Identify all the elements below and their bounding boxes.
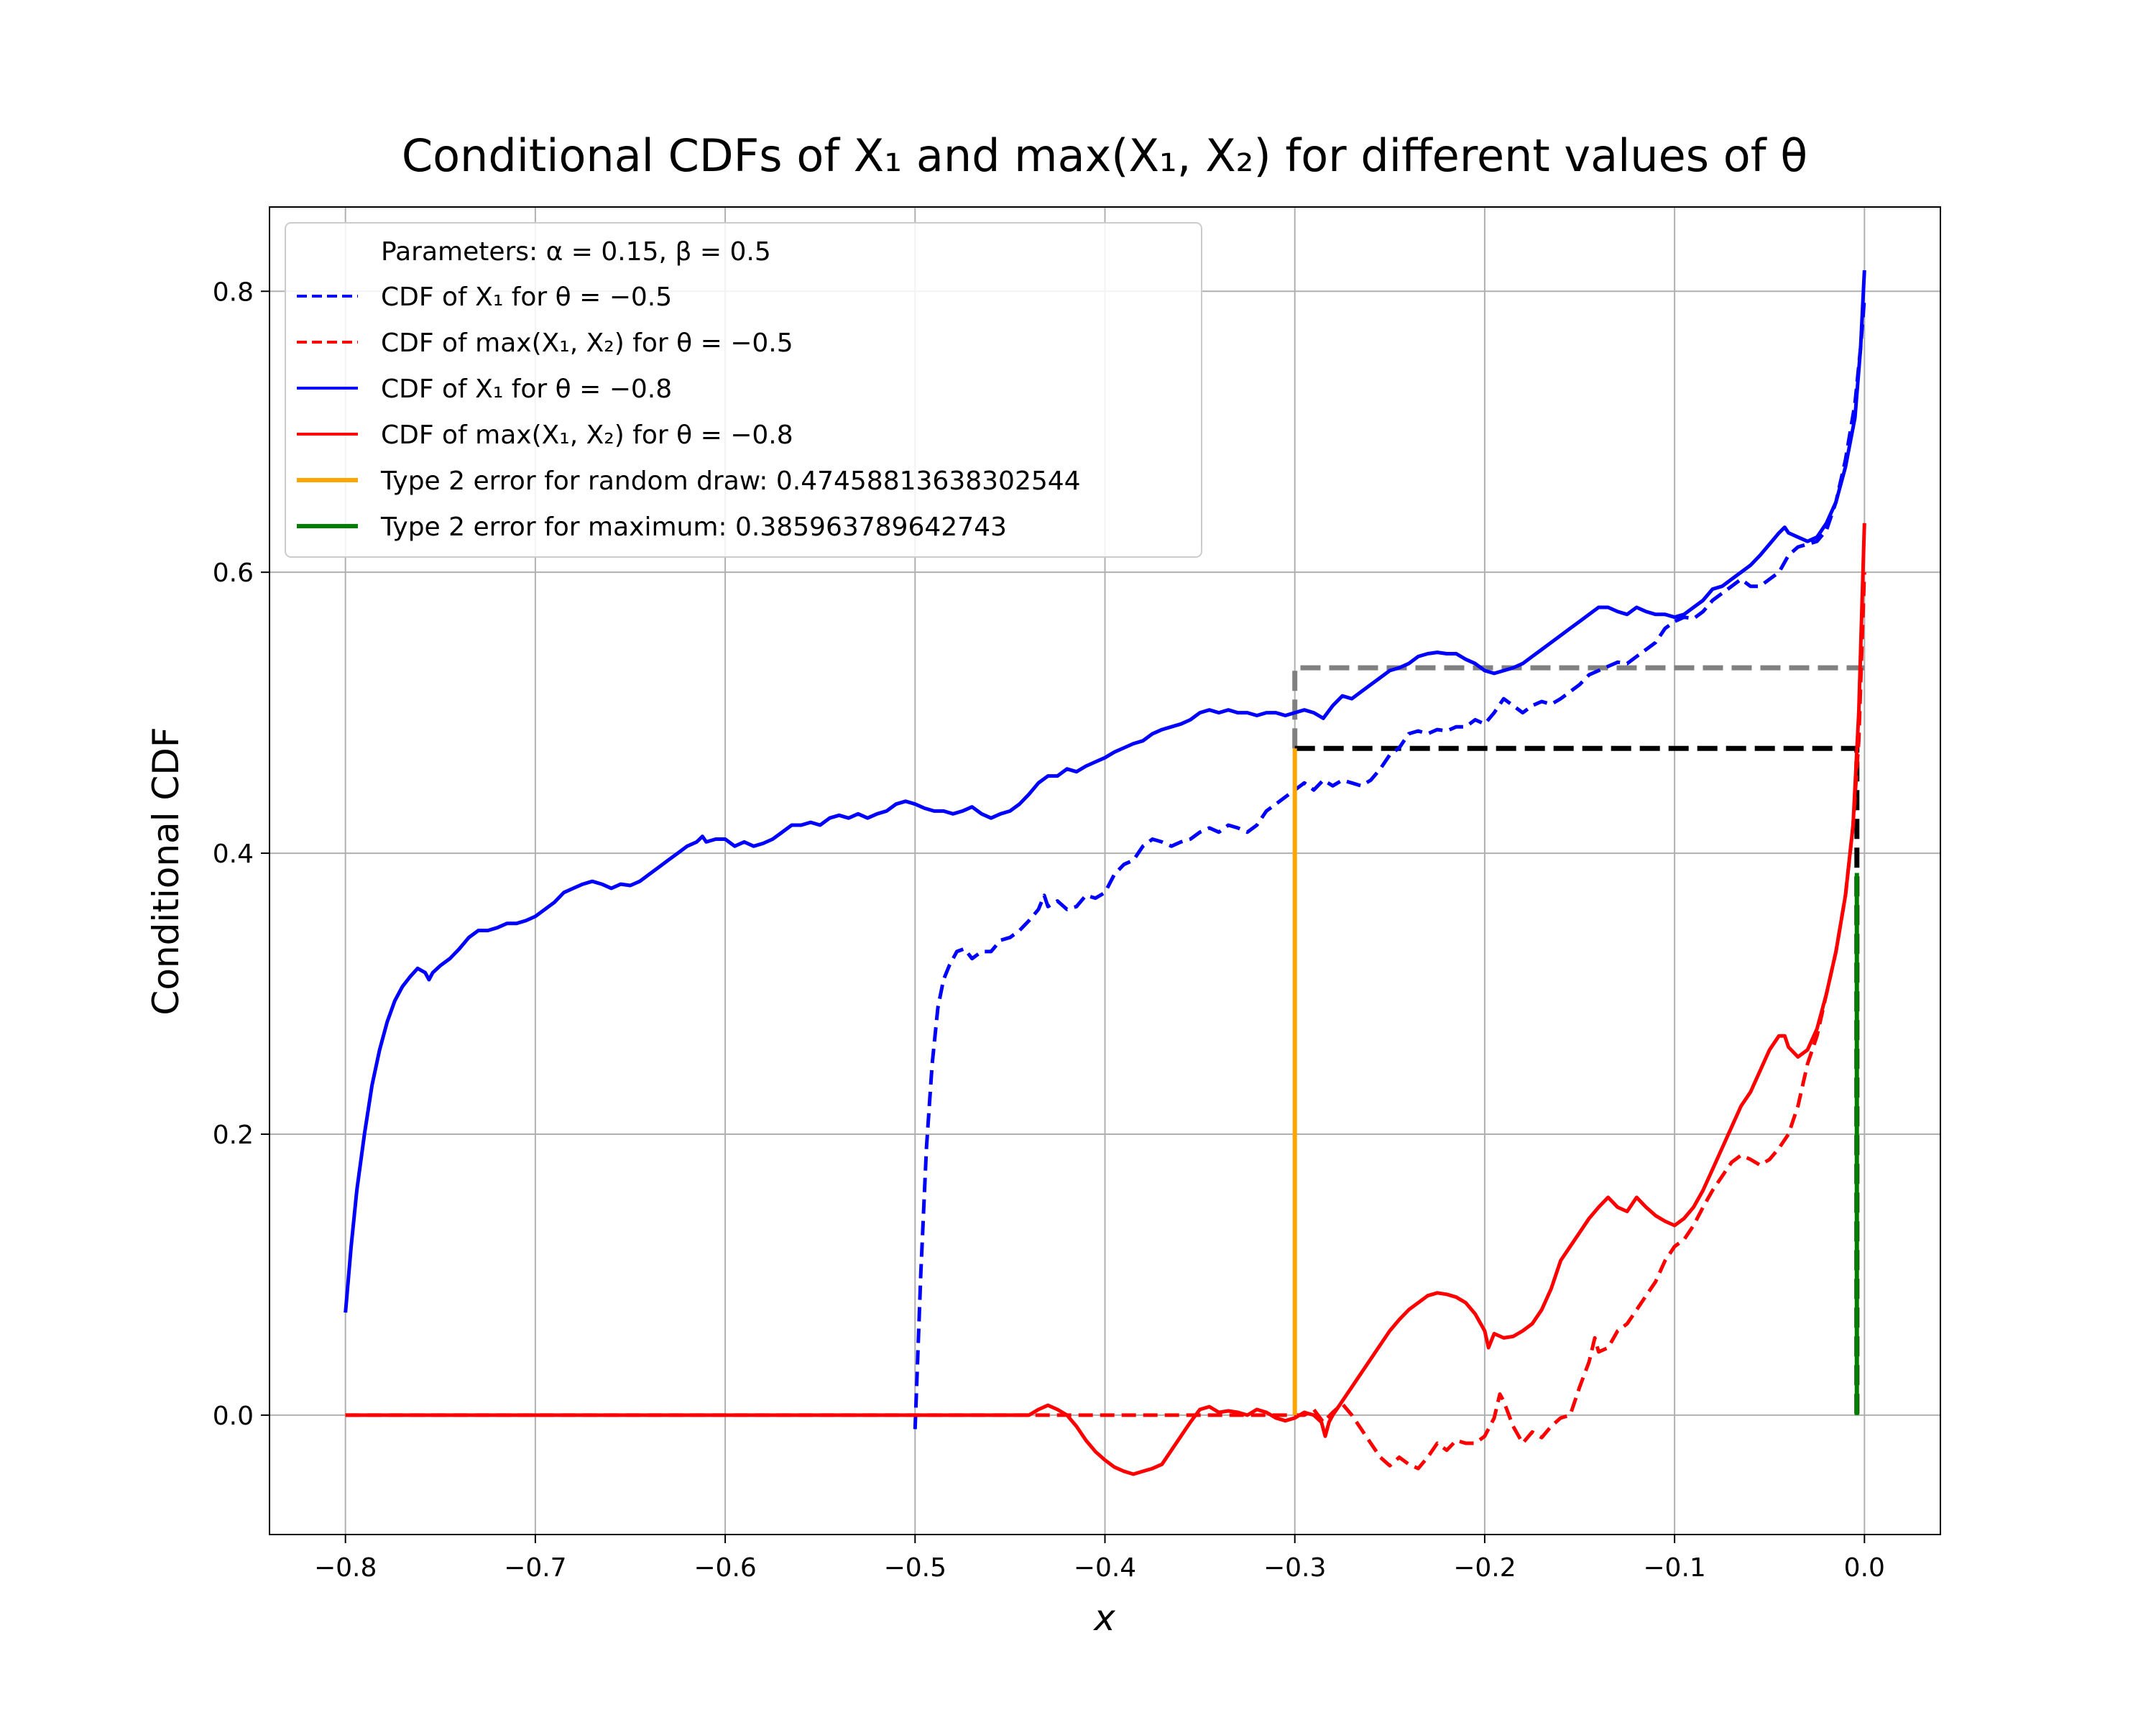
legend: Parameters: α = 0.15, β = 0.5 CDF of X₁ … — [285, 222, 1202, 558]
series-line-cdf-of-x-for-0-8 — [344, 270, 1866, 1313]
y-tick-label: 0.6 — [213, 558, 254, 588]
series-line-cdf-of-max-x-x-for-0-5 — [345, 572, 1866, 1471]
series-line-cdf-of-x-for-0-5 — [913, 298, 1866, 1430]
y-tick-label: 0.8 — [213, 277, 254, 307]
legend-box — [285, 222, 1202, 558]
legend-label-x1-theta-neg-0-5: CDF of X₁ for θ = −0.5 — [381, 282, 672, 312]
x-tick-label: −0.4 — [1074, 1553, 1136, 1583]
legend-label-type2-random: Type 2 error for random draw: 0.47458813… — [380, 466, 1081, 496]
x-tick-label: 0.0 — [1844, 1553, 1885, 1583]
guide-line-0 — [1292, 665, 1865, 749]
y-tick-label: 0.0 — [213, 1402, 254, 1431]
y-axis-label: Conditional CDF — [145, 727, 187, 1015]
x-tick-label: −0.6 — [694, 1553, 756, 1583]
x-axis-ticks: −0.8 −0.7 −0.6 −0.5 −0.4 −0.3 −0.2 −0.1 0.0 — [314, 1535, 1885, 1583]
y-tick-label: 0.2 — [213, 1121, 254, 1150]
x-tick-label: −0.5 — [884, 1553, 946, 1583]
x-tick-label: −0.3 — [1263, 1553, 1326, 1583]
x-axis-label: x — [1092, 1597, 1115, 1639]
y-axis-ticks: 0.0 0.2 0.4 0.6 0.8 — [213, 277, 270, 1431]
series-layer — [344, 270, 1866, 1476]
x-tick-label: −0.7 — [504, 1553, 566, 1583]
legend-header: Parameters: α = 0.15, β = 0.5 — [381, 237, 771, 267]
legend-label-max-theta-neg-0-5: CDF of max(X₁, X₂) for θ = −0.5 — [381, 328, 793, 358]
legend-label-max-theta-neg-0-8: CDF of max(X₁, X₂) for θ = −0.8 — [381, 420, 793, 450]
x-tick-label: −0.2 — [1453, 1553, 1516, 1583]
legend-label-type2-maximum: Type 2 error for maximum: 0.385963789642… — [380, 512, 1007, 542]
chart-title: Conditional CDFs of X₁ and max(X₁, X₂) f… — [402, 129, 1807, 182]
x-tick-label: −0.1 — [1643, 1553, 1705, 1583]
series-line-cdf-of-max-x-x-for-0-8 — [345, 523, 1866, 1476]
x-tick-label: −0.8 — [314, 1553, 377, 1583]
error-lines — [1292, 748, 1859, 1415]
legend-label-x1-theta-neg-0-8: CDF of X₁ for θ = −0.8 — [381, 374, 672, 404]
y-tick-label: 0.4 — [213, 840, 254, 869]
